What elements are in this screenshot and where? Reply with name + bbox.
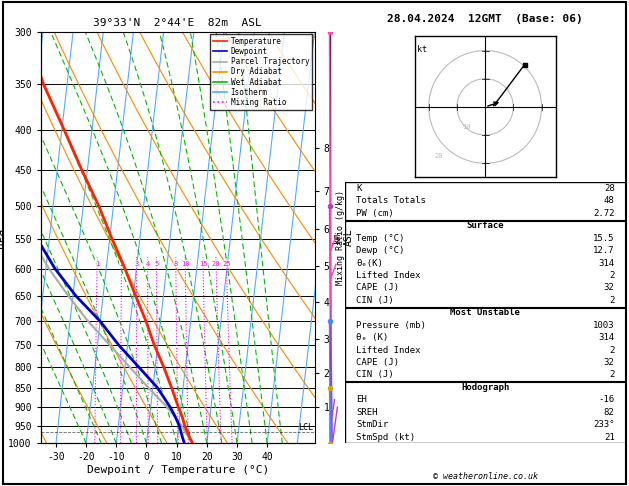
Text: 1003: 1003 (593, 321, 615, 330)
Text: 3: 3 (135, 261, 139, 267)
Text: Most Unstable: Most Unstable (450, 308, 520, 317)
X-axis label: Dewpoint / Temperature (°C): Dewpoint / Temperature (°C) (87, 465, 269, 475)
Text: 2: 2 (610, 346, 615, 354)
Text: 10: 10 (462, 124, 471, 130)
Text: CAPE (J): CAPE (J) (356, 283, 399, 293)
Text: 32: 32 (604, 283, 615, 293)
Text: LCL: LCL (298, 423, 313, 432)
Text: StmSpd (kt): StmSpd (kt) (356, 433, 415, 441)
Text: StmDir: StmDir (356, 420, 388, 429)
Text: CIN (J): CIN (J) (356, 370, 394, 380)
Text: 2: 2 (610, 296, 615, 305)
Text: Totals Totals: Totals Totals (356, 196, 426, 206)
Text: © weatheronline.co.uk: © weatheronline.co.uk (433, 472, 538, 481)
Text: 8: 8 (174, 261, 178, 267)
Text: CAPE (J): CAPE (J) (356, 358, 399, 367)
Text: 48: 48 (604, 196, 615, 206)
Text: 12.7: 12.7 (593, 246, 615, 255)
Text: Lifted Index: Lifted Index (356, 346, 420, 354)
Text: 2: 2 (610, 271, 615, 280)
Text: 15.5: 15.5 (593, 234, 615, 243)
Text: 21: 21 (604, 433, 615, 441)
Y-axis label: hPa: hPa (0, 227, 6, 247)
Text: θₑ (K): θₑ (K) (356, 333, 388, 342)
Title: 39°33'N  2°44'E  82m  ASL: 39°33'N 2°44'E 82m ASL (93, 18, 262, 28)
Legend: Temperature, Dewpoint, Parcel Trajectory, Dry Adiabat, Wet Adiabat, Isotherm, Mi: Temperature, Dewpoint, Parcel Trajectory… (210, 34, 312, 110)
Text: kt: kt (418, 45, 428, 54)
Text: 32: 32 (604, 358, 615, 367)
Text: 5: 5 (154, 261, 159, 267)
Text: 1: 1 (95, 261, 99, 267)
Text: K: K (356, 184, 361, 193)
Text: 233°: 233° (593, 420, 615, 429)
Text: 10: 10 (181, 261, 189, 267)
Text: -16: -16 (598, 395, 615, 404)
Text: Pressure (mb): Pressure (mb) (356, 321, 426, 330)
Y-axis label: km
ASL: km ASL (332, 228, 353, 246)
Text: 20: 20 (212, 261, 220, 267)
Text: Lifted Index: Lifted Index (356, 271, 420, 280)
Text: 15: 15 (199, 261, 208, 267)
Text: 82: 82 (604, 408, 615, 417)
Text: 28: 28 (604, 184, 615, 193)
Text: 2.72: 2.72 (593, 209, 615, 218)
Text: 2: 2 (120, 261, 124, 267)
Text: 20: 20 (435, 153, 443, 158)
Text: Mixing Ratio (g/kg): Mixing Ratio (g/kg) (336, 190, 345, 285)
Text: SREH: SREH (356, 408, 377, 417)
Text: Temp (°C): Temp (°C) (356, 234, 404, 243)
Text: 25: 25 (222, 261, 231, 267)
Text: CIN (J): CIN (J) (356, 296, 394, 305)
Text: EH: EH (356, 395, 367, 404)
Text: Surface: Surface (467, 221, 504, 230)
Text: 4: 4 (145, 261, 150, 267)
Text: 314: 314 (598, 259, 615, 267)
Text: θₑ(K): θₑ(K) (356, 259, 383, 267)
Text: Hodograph: Hodograph (461, 383, 509, 392)
Text: 314: 314 (598, 333, 615, 342)
Text: 2: 2 (610, 370, 615, 380)
Text: PW (cm): PW (cm) (356, 209, 394, 218)
Text: Dewp (°C): Dewp (°C) (356, 246, 404, 255)
Text: 28.04.2024  12GMT  (Base: 06): 28.04.2024 12GMT (Base: 06) (387, 14, 583, 24)
